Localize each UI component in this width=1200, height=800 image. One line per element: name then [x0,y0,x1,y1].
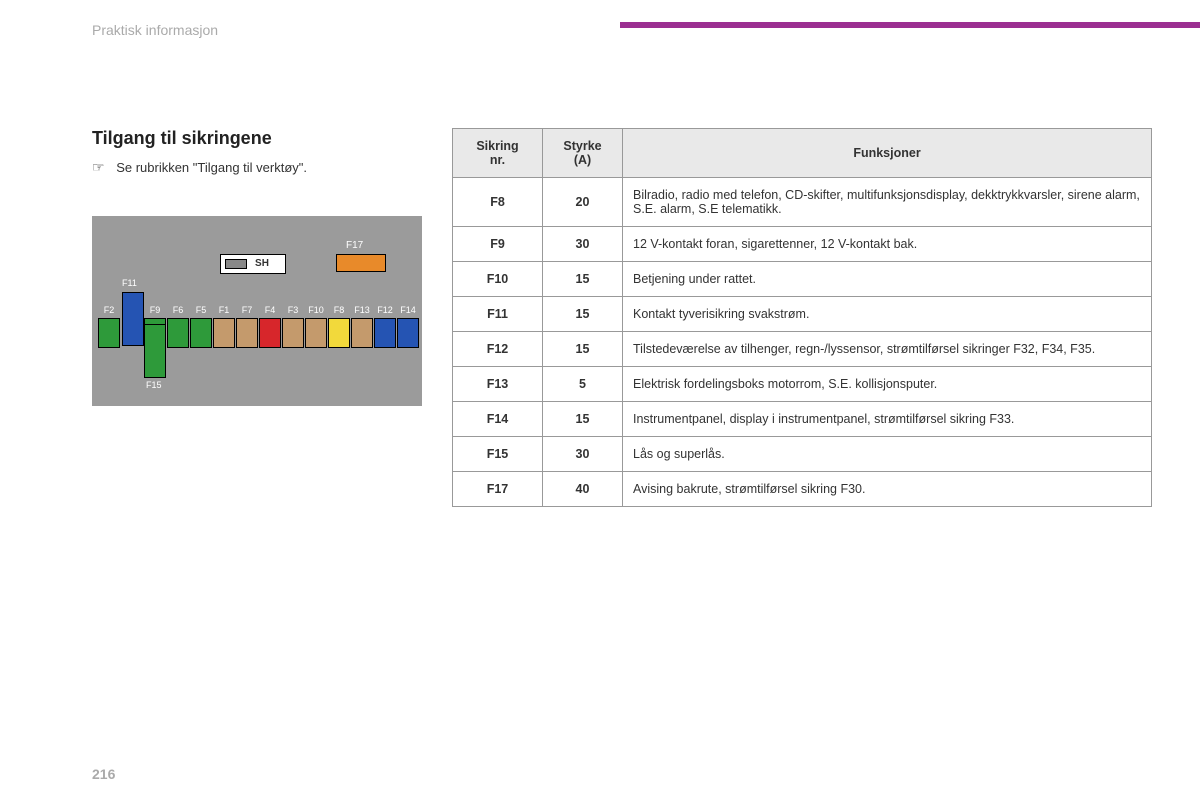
fuse-F3: F3 [282,318,304,348]
table-row: F1115Kontakt tyverisikring svakstrøm. [453,297,1152,332]
table-cell: F12 [453,332,543,367]
f15-fuse [144,324,166,378]
table-row: F135Elektrisk fordelingsboks motorrom, S… [453,367,1152,402]
table-cell: Kontakt tyverisikring svakstrøm. [623,297,1152,332]
f17-label: F17 [346,240,363,251]
table-row: F1015Betjening under rattet. [453,262,1152,297]
table-row: F93012 V-kontakt foran, sigarettenner, 1… [453,227,1152,262]
table-cell: Betjening under rattet. [623,262,1152,297]
fuse-label: F9 [145,305,165,315]
table-cell: F15 [453,437,543,472]
table-cell: Lås og superlås. [623,437,1152,472]
fuse-table: Sikringnr.Styrke(A)Funksjoner F820Bilrad… [452,128,1152,507]
table-body: F820Bilradio, radio med telefon, CD-skif… [453,178,1152,507]
table-row: F1740Avising bakrute, strømtilførsel sik… [453,472,1152,507]
fuse-label: F2 [99,305,119,315]
table-row: F820Bilradio, radio med telefon, CD-skif… [453,178,1152,227]
fuse-F8: F8 [328,318,350,348]
table-cell: 20 [543,178,623,227]
fuse-label: F3 [283,305,303,315]
table-cell: Bilradio, radio med telefon, CD-skifter,… [623,178,1152,227]
sh-label: SH [255,258,269,269]
fuse-F4: F4 [259,318,281,348]
fuse-F6: F6 [167,318,189,348]
table-cell: F9 [453,227,543,262]
table-row: F1415Instrumentpanel, display i instrume… [453,402,1152,437]
f15-label: F15 [146,380,162,390]
fuse-F5: F5 [190,318,212,348]
fuse-F10: F10 [305,318,327,348]
table-cell: 15 [543,402,623,437]
table-cell: F8 [453,178,543,227]
table-header-cell: Funksjoner [623,129,1152,178]
subtitle-text: Se rubrikken "Tilgang til verktøy". [116,160,307,175]
fuse-label: F12 [375,305,395,315]
fuse-F12: F12 [374,318,396,348]
table-cell: 15 [543,297,623,332]
fuse-label: F5 [191,305,211,315]
f17-fuse [336,254,386,272]
fuse-spacer [121,318,143,348]
table-cell: F11 [453,297,543,332]
fuse-F14: F14 [397,318,419,348]
fuse-F13: F13 [351,318,373,348]
fuse-box-diagram: SH F17 F11 F2F9F6F5F1F7F4F3F10F8F13F12F1… [92,216,422,406]
table-cell: F17 [453,472,543,507]
fuse-F7: F7 [236,318,258,348]
page-title: Tilgang til sikringene [92,128,432,149]
table-cell: F10 [453,262,543,297]
f11-label: F11 [122,278,137,288]
table-cell: 30 [543,437,623,472]
fuse-label: F10 [306,305,326,315]
table-cell: Instrumentpanel, display i instrumentpan… [623,402,1152,437]
table-cell: F13 [453,367,543,402]
fuse-label: F13 [352,305,372,315]
table-cell: 12 V-kontakt foran, sigarettenner, 12 V-… [623,227,1152,262]
table-cell: 30 [543,227,623,262]
table-row: F1215Tilstedeværelse av tilhenger, regn-… [453,332,1152,367]
table-cell: 40 [543,472,623,507]
table-cell: 15 [543,262,623,297]
subtitle: ☞ Se rubrikken "Tilgang til verktøy". [92,159,432,176]
sh-inner-icon [225,259,247,269]
fuse-label: F14 [398,305,418,315]
table-cell: F14 [453,402,543,437]
pointer-icon: ☞ [92,159,105,176]
fuse-label: F1 [214,305,234,315]
fuse-F1: F1 [213,318,235,348]
table-cell: 5 [543,367,623,402]
table-cell: 15 [543,332,623,367]
table-cell: Tilstedeværelse av tilhenger, regn-/lyss… [623,332,1152,367]
table-row: F1530Lås og superlås. [453,437,1152,472]
table-header-cell: Sikringnr. [453,129,543,178]
table-header-cell: Styrke(A) [543,129,623,178]
fuse-label: F7 [237,305,257,315]
table-cell: Avising bakrute, strømtilførsel sikring … [623,472,1152,507]
fuse-label: F6 [168,305,188,315]
page-number: 216 [92,766,115,782]
fuse-label: F4 [260,305,280,315]
fuse-label: F8 [329,305,349,315]
table-header-row: Sikringnr.Styrke(A)Funksjoner [453,129,1152,178]
section-header: Praktisk informasjon [92,22,218,38]
table-cell: Elektrisk fordelingsboks motorrom, S.E. … [623,367,1152,402]
sh-box: SH [220,254,286,274]
accent-bar [620,22,1200,28]
fuse-F2: F2 [98,318,120,348]
